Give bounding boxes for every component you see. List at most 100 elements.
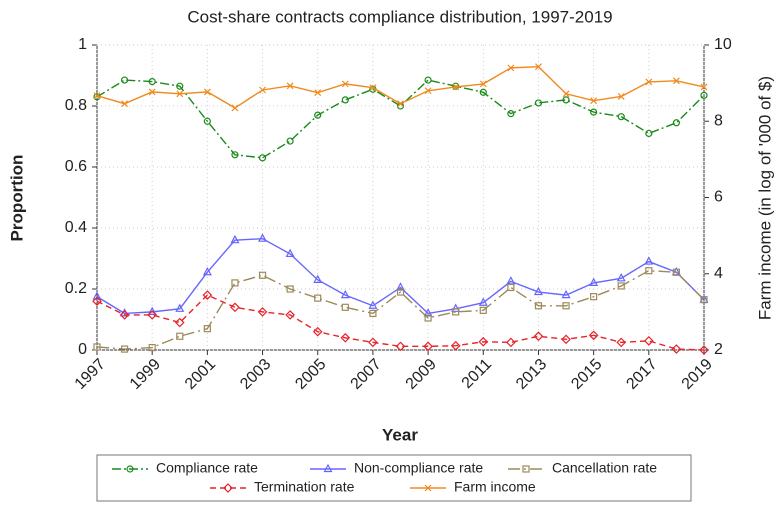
y2-tick-label: 2 bbox=[714, 341, 723, 358]
marker bbox=[120, 345, 129, 353]
legend-marker bbox=[126, 465, 134, 473]
marker bbox=[92, 296, 102, 307]
marker bbox=[395, 282, 406, 291]
marker bbox=[231, 151, 239, 159]
marker bbox=[479, 88, 487, 96]
marker bbox=[699, 345, 709, 355]
marker bbox=[590, 293, 598, 301]
marker bbox=[617, 113, 625, 121]
marker bbox=[423, 308, 433, 317]
marker bbox=[368, 300, 378, 309]
marker bbox=[700, 91, 708, 99]
y2-tick-label: 8 bbox=[714, 112, 723, 129]
marker bbox=[286, 82, 294, 90]
marker bbox=[450, 340, 461, 351]
y2-axis-label: Farm income (in log of '000 of $) bbox=[755, 76, 774, 320]
marker bbox=[506, 276, 516, 285]
marker bbox=[314, 111, 322, 119]
marker bbox=[174, 317, 185, 328]
marker bbox=[700, 296, 708, 304]
marker bbox=[562, 302, 570, 310]
marker bbox=[285, 310, 295, 320]
marker bbox=[395, 341, 406, 352]
marker bbox=[231, 104, 239, 112]
series-line bbox=[96, 237, 705, 315]
marker bbox=[588, 330, 599, 341]
marker bbox=[286, 285, 294, 293]
marker bbox=[231, 279, 239, 287]
y-tick-label: 1 bbox=[78, 36, 87, 53]
marker bbox=[616, 273, 626, 282]
marker bbox=[369, 84, 377, 92]
marker bbox=[645, 129, 653, 138]
y-tick-label: 0 bbox=[78, 341, 87, 358]
marker bbox=[258, 271, 267, 279]
marker bbox=[314, 89, 322, 97]
marker bbox=[147, 310, 158, 320]
marker bbox=[533, 286, 543, 296]
legend-marker bbox=[323, 463, 333, 473]
marker bbox=[313, 274, 323, 283]
marker bbox=[561, 289, 571, 299]
marker bbox=[369, 309, 377, 317]
marker bbox=[147, 306, 157, 315]
marker bbox=[203, 325, 211, 333]
marker bbox=[451, 303, 461, 312]
marker bbox=[534, 302, 543, 310]
x-axis-label: Year bbox=[382, 425, 418, 444]
marker bbox=[534, 99, 543, 107]
marker bbox=[175, 303, 185, 312]
legend-marker bbox=[223, 483, 233, 493]
marker bbox=[314, 294, 322, 302]
marker bbox=[616, 337, 627, 348]
y-tick-label: 0.4 bbox=[65, 219, 87, 236]
marker bbox=[148, 343, 156, 352]
marker bbox=[202, 290, 213, 300]
marker bbox=[120, 76, 129, 84]
series-line bbox=[96, 269, 705, 350]
marker bbox=[259, 86, 266, 94]
marker bbox=[424, 314, 432, 322]
y2-tick-label: 4 bbox=[714, 265, 723, 282]
marker bbox=[590, 108, 598, 116]
legend-label: Farm income bbox=[454, 479, 536, 495]
marker bbox=[644, 256, 654, 265]
marker bbox=[424, 87, 432, 95]
legend-item: Termination rate bbox=[210, 479, 355, 495]
marker bbox=[507, 283, 515, 292]
marker bbox=[148, 77, 156, 86]
y-tick-label: 0.6 bbox=[65, 158, 87, 175]
marker bbox=[176, 90, 184, 98]
legend-item: Farm income bbox=[410, 479, 536, 495]
marker bbox=[121, 100, 129, 108]
marker bbox=[148, 88, 156, 96]
marker bbox=[643, 336, 654, 346]
marker bbox=[507, 64, 515, 72]
marker bbox=[478, 297, 488, 306]
legend-label: Termination rate bbox=[254, 479, 355, 495]
marker bbox=[230, 302, 240, 313]
chart-title: Cost-share contracts compliance distribu… bbox=[187, 7, 612, 26]
marker bbox=[645, 78, 653, 86]
y-axis-label: Proportion bbox=[7, 155, 26, 242]
marker bbox=[672, 77, 680, 85]
marker bbox=[562, 90, 570, 98]
y-tick-label: 0.8 bbox=[65, 97, 87, 114]
marker bbox=[590, 97, 598, 105]
marker bbox=[203, 88, 211, 96]
legend-label: Compliance rate bbox=[156, 460, 258, 476]
legend-item: Non-compliance rate bbox=[310, 460, 483, 476]
marker bbox=[286, 137, 294, 145]
marker bbox=[562, 96, 570, 104]
marker bbox=[423, 341, 433, 352]
marker bbox=[617, 282, 625, 290]
marker bbox=[341, 80, 349, 88]
marker bbox=[285, 248, 295, 258]
marker bbox=[672, 268, 681, 276]
marker bbox=[202, 266, 212, 276]
legend-marker bbox=[522, 465, 530, 473]
marker bbox=[258, 233, 268, 242]
marker bbox=[397, 100, 404, 108]
marker bbox=[258, 154, 267, 162]
marker bbox=[92, 291, 102, 300]
